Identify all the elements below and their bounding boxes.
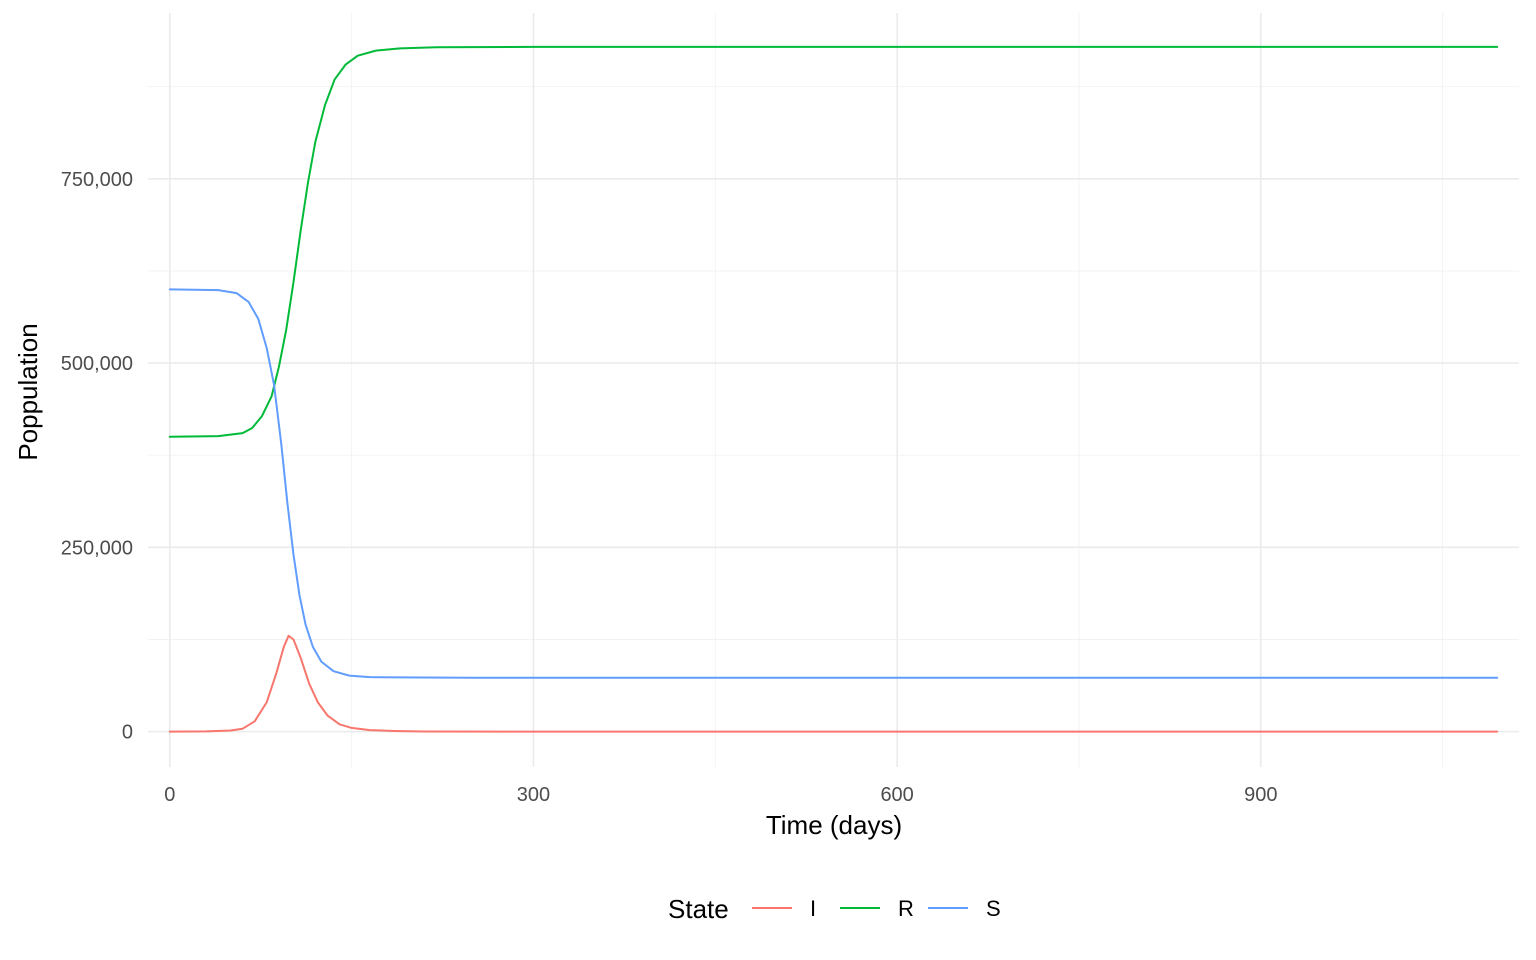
legend-title: State <box>668 894 729 924</box>
series-lines <box>168 45 1499 733</box>
legend-label-I: I <box>810 896 816 921</box>
y-tick-label: 500,000 <box>61 353 133 375</box>
x-tick-label: 300 <box>517 784 550 806</box>
y-axis-title: Poppulation <box>13 323 43 460</box>
legend-label-R: R <box>898 896 914 921</box>
grid <box>148 13 1519 767</box>
x-tick-label: 900 <box>1244 784 1277 806</box>
y-tick-label: 750,000 <box>61 169 133 191</box>
series-line-I <box>168 634 1499 733</box>
series-line-S <box>168 288 1499 679</box>
x-axis-title: Time (days) <box>766 810 902 840</box>
x-axis-tick-labels: 0 300 600 900 <box>164 784 1277 806</box>
x-tick-label: 600 <box>880 784 913 806</box>
legend: State I R S <box>668 894 1001 924</box>
y-axis-tick-labels: 0 250,000 500,000 750,000 <box>61 169 133 744</box>
y-tick-label: 0 <box>122 722 133 744</box>
series-line-R <box>168 45 1499 438</box>
x-tick-label: 0 <box>164 784 175 806</box>
y-tick-label: 250,000 <box>61 537 133 559</box>
legend-label-S: S <box>986 896 1001 921</box>
